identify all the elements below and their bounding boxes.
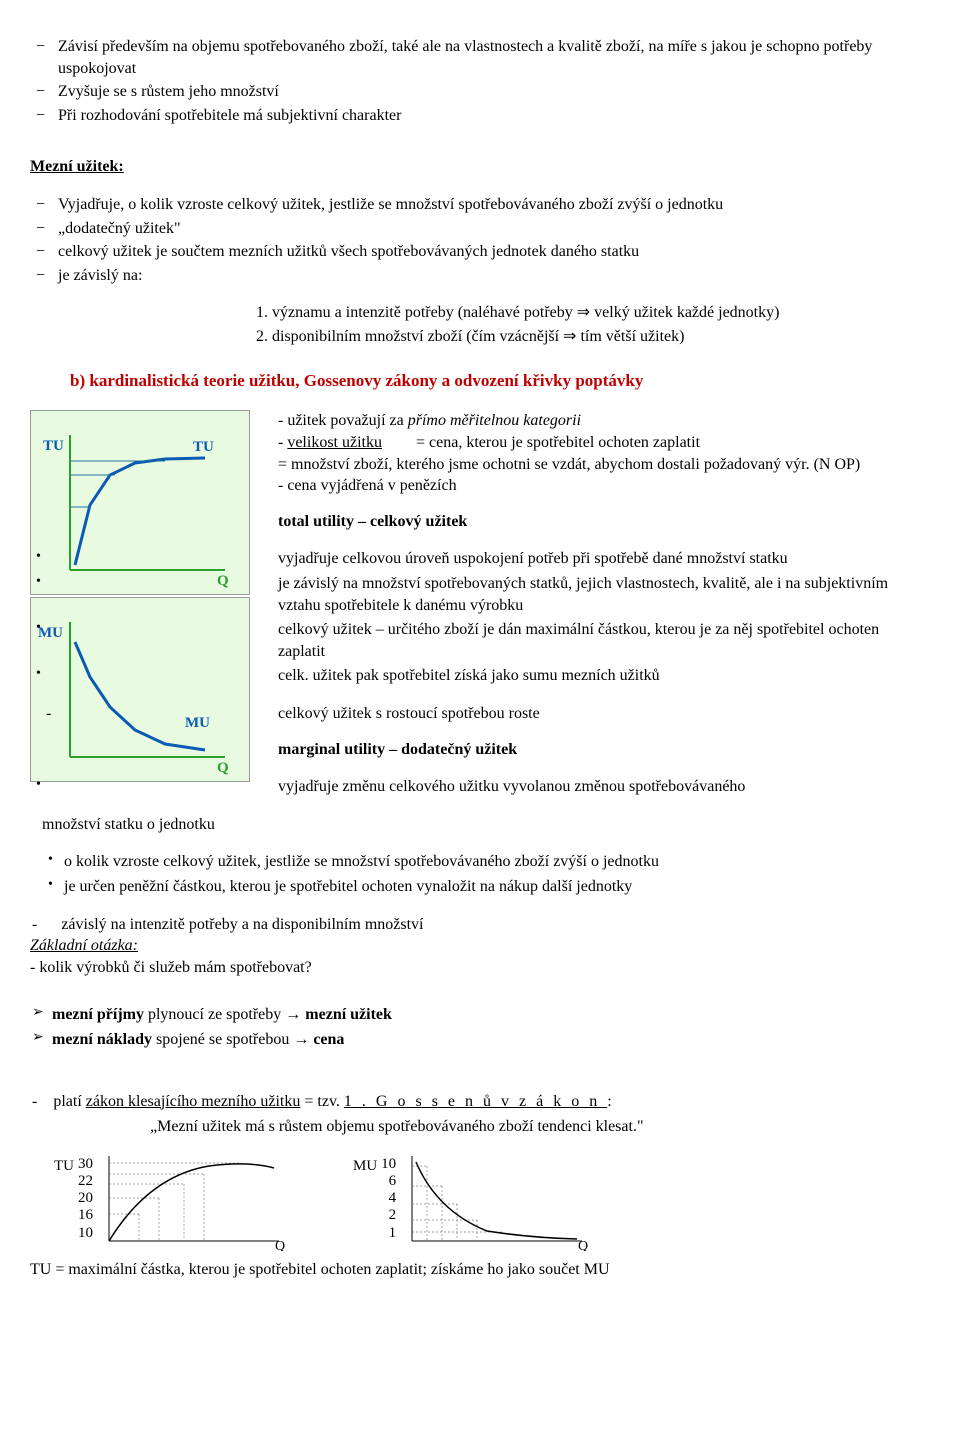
numbered-item: významu a intenzitě potřeby (naléhavé po… [272, 302, 930, 324]
basic-question-label: Základní otázka: [30, 935, 930, 957]
full-bullet: o kolik vzroste celkový užitek, jestliže… [64, 851, 930, 873]
mezni-list: Vyjadřuje, o kolik vzroste celkový užite… [30, 194, 930, 286]
arrow-list: mezní příjmy plynoucí ze spotřeby → mezn… [30, 1004, 930, 1050]
tu-bullet: celkový užitek – určitého zboží je dán m… [52, 619, 930, 662]
arrow-item: mezní náklady spojené se spotřebou → cen… [52, 1029, 930, 1051]
mezni-item: „dodatečný užitek" [58, 218, 930, 240]
intro-item: Při rozhodování spotřebitele má subjekti… [58, 105, 930, 127]
numbered-item: disponibilním množství zboží (čím vzácně… [272, 326, 930, 348]
full-bullet-list: o kolik vzroste celkový užitek, jestliže… [30, 851, 930, 897]
gossen-quote: „Mezní užitek má s růstem objemu spotřeb… [150, 1116, 930, 1138]
mezni-item: celkový užitek je součtem mezních užitků… [58, 241, 930, 263]
numbered-list: významu a intenzitě potřeby (naléhavé po… [230, 302, 930, 347]
basic-question-text: - kolik výrobků či služeb mám spotřebova… [30, 957, 930, 979]
tu-y-label: TU [54, 1156, 74, 1176]
mu-bullet-list: vyjadřuje změnu celkového užitku vyvolan… [30, 776, 930, 798]
gossen-law-line: - platí zákon klesajícího mezního užitku… [32, 1091, 930, 1113]
mu-continuation: množství statku o jednotku [42, 814, 930, 836]
mu-bullet: vyjadřuje změnu celkového užitku vyvolan… [52, 776, 930, 798]
tu-bullet: celk. užitek pak spotřebitel získá jako … [52, 665, 930, 687]
mezni-item: je závislý na: [58, 265, 930, 287]
tu-dash-item: celkový užitek s rostoucí spotřebou rost… [60, 703, 930, 725]
mu-y-label: MU [353, 1156, 377, 1176]
full-dash: - závislý na intenzitě potřeby a na disp… [32, 914, 930, 936]
svg-text:Q: Q [275, 1239, 285, 1251]
svg-text:TU: TU [193, 439, 214, 455]
tu-curve-chart: TU 30 22 20 16 10 Q [50, 1156, 289, 1251]
tu-dash: celkový užitek s rostoucí spotřebou rost… [30, 703, 930, 725]
tu-bullet: vyjadřuje celkovou úroveň uspokojení pot… [52, 548, 930, 570]
mu-curve-chart: MU 10 6 4 2 1 Q [349, 1156, 592, 1251]
svg-text:Q: Q [217, 760, 229, 776]
intro-item: Zvyšuje se s růstem jeho množství [58, 81, 930, 103]
intro-item: Závisí především na objemu spotřebovanéh… [58, 36, 930, 79]
footer-text: TU = maximální částka, kterou je spotřeb… [30, 1259, 930, 1281]
tu-y-values: 30 22 20 16 10 [78, 1156, 93, 1242]
tu-bullet: je závislý na množství spotřebovaných st… [52, 573, 930, 616]
mu-y-values: 10 6 4 2 1 [381, 1156, 396, 1242]
arrow-item: mezní příjmy plynoucí ze spotřeby → mezn… [52, 1004, 930, 1026]
text-line: = množství zboží, kterého jsme ochotni s… [188, 454, 930, 476]
svg-text:TU: TU [43, 438, 64, 454]
mezni-heading: Mezní užitek: [30, 156, 930, 178]
bottom-charts: TU 30 22 20 16 10 Q MU [50, 1156, 930, 1251]
svg-text:Q: Q [578, 1239, 588, 1251]
mu-curve-svg: Q [402, 1156, 592, 1251]
intro-list: Závisí především na objemu spotřebovanéh… [30, 36, 930, 126]
mezni-item: Vyjadřuje, o kolik vzroste celkový užite… [58, 194, 930, 216]
text-line: - cena vyjádřená v penězích [188, 475, 930, 497]
section-b-heading: b) kardinalistická teorie užitku, Gossen… [70, 370, 930, 393]
full-bullet: je určen peněžní částkou, kterou je spot… [64, 876, 930, 898]
tu-curve-svg: Q [99, 1156, 289, 1251]
